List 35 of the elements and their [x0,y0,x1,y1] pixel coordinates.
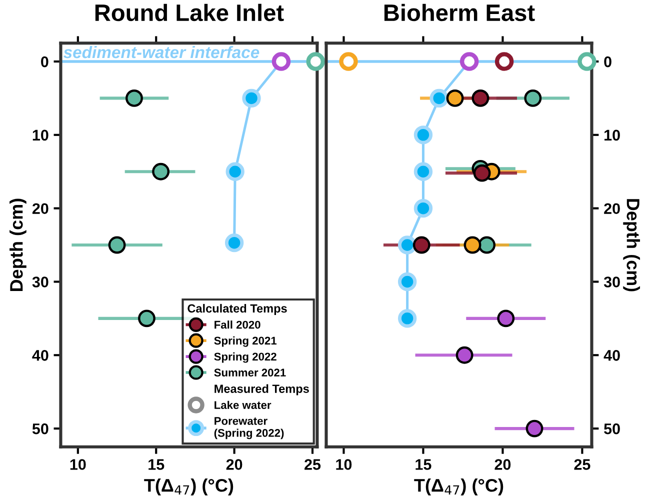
chart-title: Round Lake Inlet [95,4,284,22]
legend-label: Spring 2022 [214,352,276,363]
x-tick-label: 25 [574,459,590,470]
x-tick-label: 15 [416,459,432,470]
y-tick-label: 40 [32,350,48,361]
y-tick-label: 50 [604,423,620,434]
legend-label: Lake water [214,400,272,409]
x-tick-label: 20 [226,459,242,470]
legend-label: Summer 2021 [214,368,286,377]
chart-title: Bioherm East [384,4,535,22]
x-tick-label: 15 [148,459,164,470]
y-tick-label: 0 [604,56,612,68]
ref-line-label: sediment-water interface [63,46,260,58]
legend-label: Spring 2021 [214,336,277,347]
y-axis-title: Depth (cm) [10,198,26,291]
y-tick-label: 0 [41,56,48,68]
y-tick-label: 50 [32,423,48,434]
x-tick-label: 20 [494,459,511,470]
x-axis-title: T(Δ$_{47}$) (°C) [414,478,504,496]
legend-label: Porewater (Spring 2022) [214,417,284,440]
x-axis-title: T(Δ$_{47}$) (°C) [144,478,234,496]
y-tick-label: 10 [604,130,620,141]
annotation: Measured Temps [214,384,309,396]
x-tick-label: 25 [304,459,321,470]
y-tick-label: 10 [32,130,48,141]
y-tick-label: 40 [604,350,620,361]
y-tick-label: 20 [604,203,620,214]
x-tick-label: 10 [336,459,352,470]
y-tick-label: 20 [32,203,48,214]
y-tick-label: 30 [604,276,620,288]
y-tick-label: 30 [32,276,48,288]
y-axis-title: Depth (cm) [623,199,640,292]
legend-title: Calculated Temps [188,304,287,315]
x-tick-label: 10 [70,459,86,470]
legend-label: Fall 2020 [214,320,260,329]
